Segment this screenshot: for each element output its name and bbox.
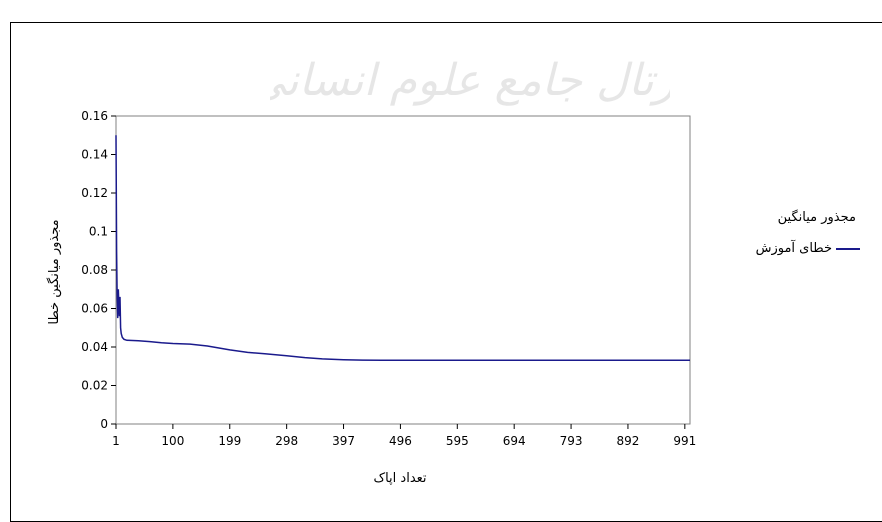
x-tick-label: 595 — [446, 434, 469, 448]
y-tick-label: 0.1 — [89, 225, 108, 239]
legend-series-label: خطای آموزش — [755, 241, 832, 256]
legend-line-swatch — [836, 247, 860, 250]
x-tick-label: 397 — [332, 434, 355, 448]
x-tick-label: 892 — [616, 434, 639, 448]
y-tick-label: 0.06 — [81, 302, 108, 316]
y-axis: 0 0.02 0.04 0.06 0.08 0.1 0.12 0.14 0.16 — [81, 109, 116, 431]
series-line — [115, 135, 690, 362]
series-layer — [115, 135, 690, 362]
watermark: پرتال جامع علوم انسانی — [270, 55, 670, 106]
legend: مجذور میانگین خطای آموزش — [700, 210, 860, 256]
x-tick-label: 991 — [673, 434, 696, 448]
x-tick-label: 298 — [275, 434, 298, 448]
x-tick-label: 694 — [503, 434, 526, 448]
x-tick-label: 100 — [161, 434, 184, 448]
plot-area — [115, 115, 691, 425]
y-axis-label: مجذور میانگین خطا — [46, 219, 62, 324]
x-axis-label: تعداد اپاک — [373, 471, 426, 486]
y-tick-label: 0.08 — [81, 263, 108, 277]
x-tick-label: 793 — [560, 434, 583, 448]
x-tick-label: 496 — [389, 434, 412, 448]
y-tick-label: 0.12 — [81, 186, 108, 200]
legend-entry: خطای آموزش — [700, 241, 860, 256]
watermark-text: پرتال جامع علوم انسانی — [270, 55, 670, 106]
x-axis: 1 100 199 298 397 496 595 694 793 892 991 — [112, 424, 696, 448]
y-tick-label: 0 — [100, 417, 108, 431]
legend-title: مجذور میانگین — [777, 210, 856, 225]
x-tick-label: 1 — [112, 434, 120, 448]
y-tick-label: 0.14 — [81, 148, 108, 162]
y-tick-label: 0.16 — [81, 109, 108, 123]
x-tick-label: 199 — [218, 434, 241, 448]
y-tick-label: 0.04 — [81, 340, 108, 354]
y-tick-label: 0.02 — [81, 379, 108, 393]
